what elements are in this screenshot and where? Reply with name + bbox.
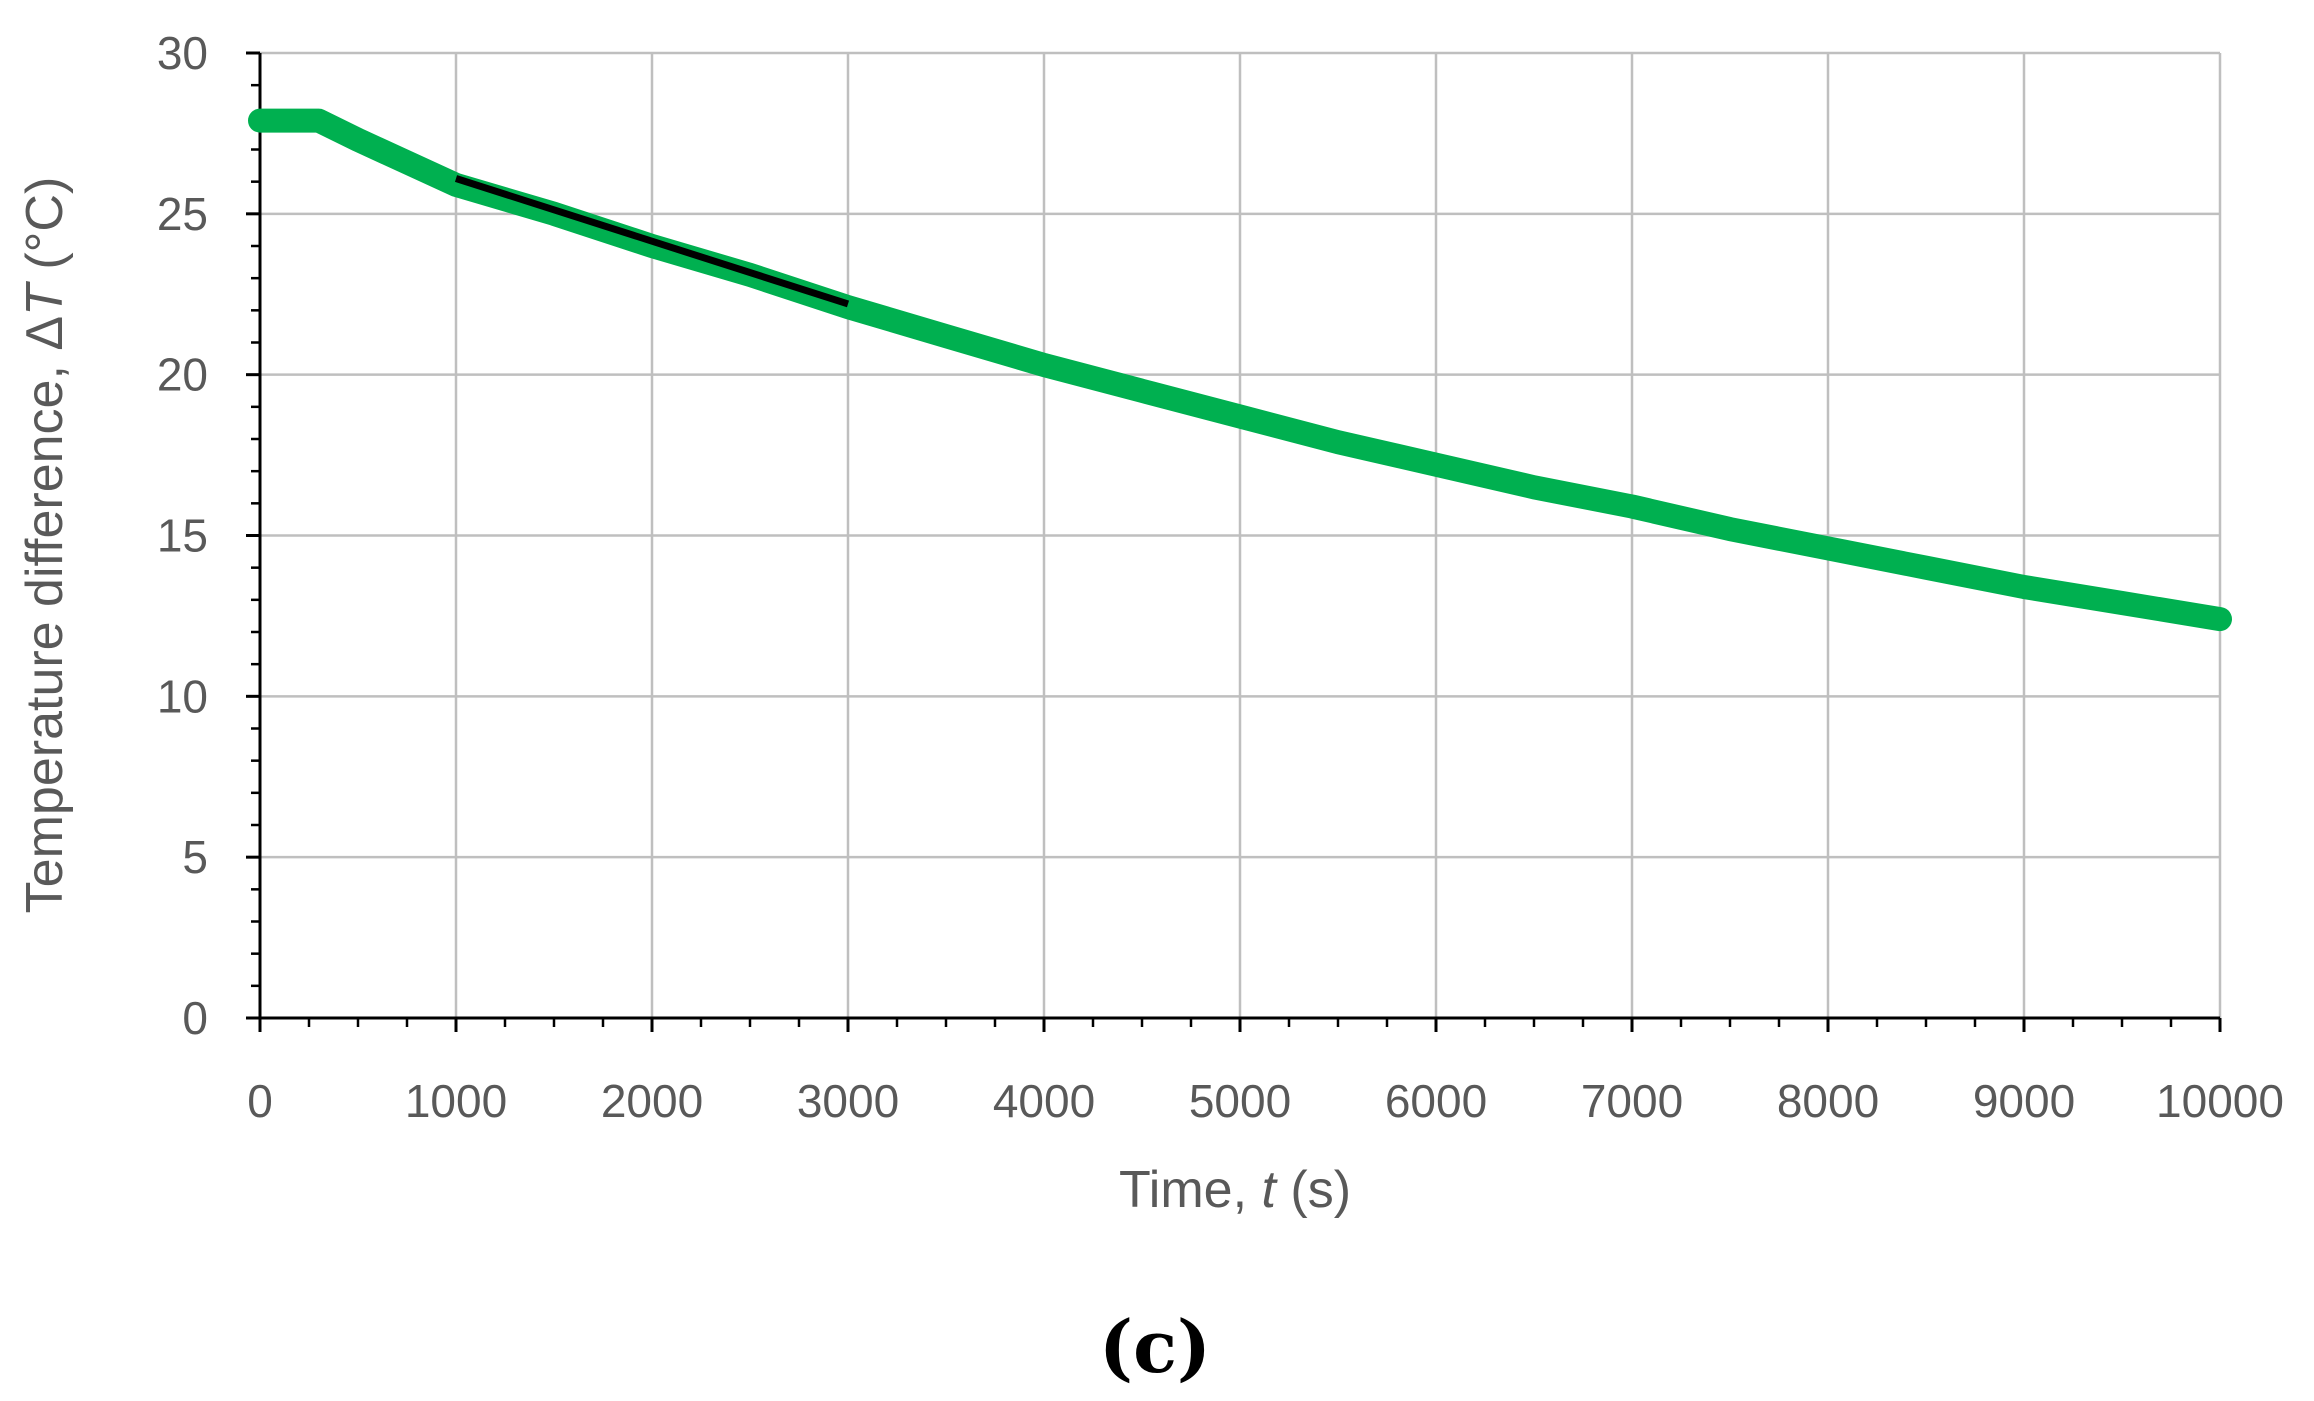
x-tick-label: 7000 xyxy=(1581,1075,1683,1127)
x-tick-label: 2000 xyxy=(601,1075,703,1127)
x-tick-label: 1000 xyxy=(405,1075,507,1127)
x-tick-label: 5000 xyxy=(1189,1075,1291,1127)
x-tick-label: 8000 xyxy=(1777,1075,1879,1127)
y-tick-label: 20 xyxy=(157,349,208,401)
axis-ticks xyxy=(246,51,2222,1032)
axes xyxy=(246,53,2220,1032)
x-tick-label: 9000 xyxy=(1973,1075,2075,1127)
linear-fit-line xyxy=(454,175,850,308)
y-tick-label: 10 xyxy=(157,670,208,722)
tick-labels: 0 1000 2000 3000 4000 5000 6000 7000 8000 9000 100… xyxy=(157,27,2284,1127)
x-tick-label: 6000 xyxy=(1385,1075,1487,1127)
x-tick-label: 10000 xyxy=(2156,1075,2284,1127)
x-tick-label: 3000 xyxy=(797,1075,899,1127)
panel-label: (c) xyxy=(1099,1304,1211,1389)
x-tick-label: 0 xyxy=(247,1075,273,1127)
y-tick-label: 15 xyxy=(157,510,208,562)
x-axis-label: Time, t (s) xyxy=(1119,1161,1351,1219)
x-tick-label: 4000 xyxy=(993,1075,1095,1127)
y-tick-label: 25 xyxy=(157,188,208,240)
y-tick-label: 5 xyxy=(182,831,208,883)
grid xyxy=(260,51,2222,1018)
y-tick-label: 0 xyxy=(182,992,208,1044)
temperature-difference-line xyxy=(248,108,2232,632)
series-layer xyxy=(248,108,2232,632)
y-tick-label: 30 xyxy=(157,27,208,79)
y-axis-label: Temperature difference, ΔT (°C) xyxy=(16,177,74,914)
